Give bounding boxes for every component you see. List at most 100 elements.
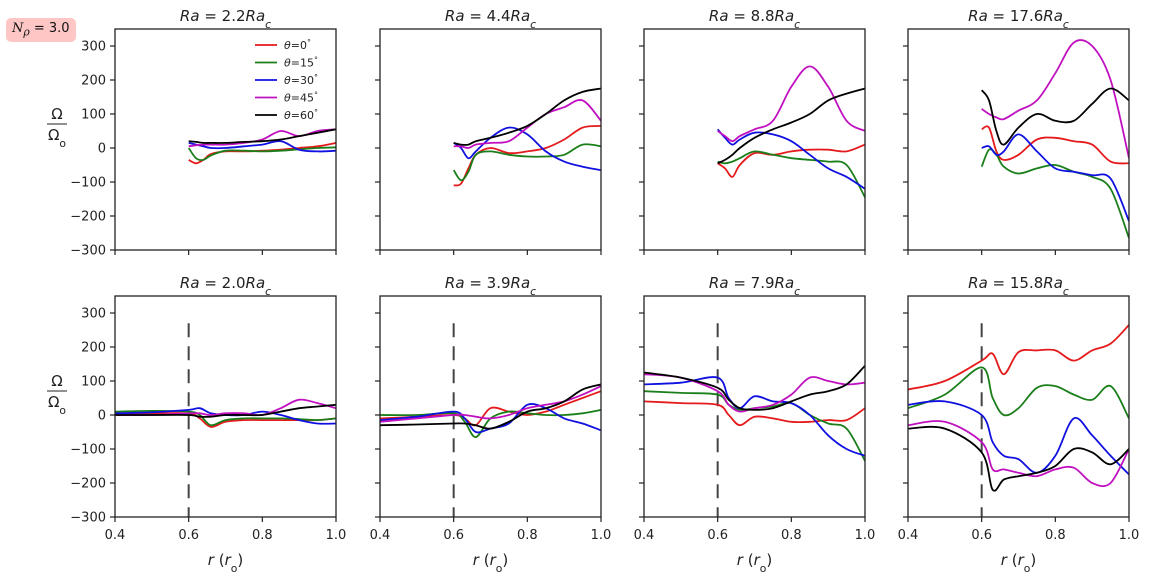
- math-span: = 4.4: [465, 7, 511, 25]
- math-span: Ra: [246, 274, 266, 292]
- math-span: Ra: [1043, 7, 1063, 25]
- math-span: (: [214, 551, 225, 569]
- math-span: Ra: [709, 7, 729, 25]
- y-tick-label: −300: [70, 511, 106, 526]
- x-tick-label: 0.8: [781, 528, 802, 543]
- math-span: ): [1030, 551, 1036, 569]
- legend-value: =60: [291, 109, 314, 122]
- series-line-θ=0°: [908, 325, 1129, 390]
- math-span: Ω: [48, 126, 59, 144]
- math-span: Ra: [180, 7, 200, 25]
- math-span: Ω: [48, 393, 59, 411]
- math-span: c: [265, 285, 271, 298]
- y-tick-label: 0: [98, 409, 106, 424]
- legend-degree: °: [314, 73, 318, 82]
- axes-frame: [908, 29, 1129, 250]
- legend-value: =30: [291, 74, 314, 87]
- math-span: (: [1007, 551, 1018, 569]
- x-tick-label: 0.6: [707, 528, 728, 543]
- x-tick-label: 1.0: [855, 528, 876, 543]
- series-line-θ=15°: [982, 149, 1129, 238]
- math-span: = 7.9: [729, 274, 775, 292]
- x-tick-label: 0.8: [252, 528, 273, 543]
- math-span: c: [794, 285, 800, 298]
- panel-title: Ra = 2.0Rac: [180, 274, 271, 298]
- x-tick-label: 0.4: [370, 528, 391, 543]
- panel-top-2: Ra = 4.4Rac: [375, 7, 601, 255]
- series-line-θ=60°: [380, 384, 601, 428]
- panel-title: Ra = 15.8Rac: [968, 274, 1069, 298]
- x-tick-label: 0.4: [105, 528, 126, 543]
- x-tick-label: 1.0: [1119, 528, 1140, 543]
- y-tick-label: 0: [98, 142, 106, 157]
- math-span: = 15.8: [988, 274, 1044, 292]
- panel-title: Ra = 8.8Rac: [709, 7, 800, 31]
- panel-title: Ra = 17.6Rac: [968, 7, 1069, 31]
- series-line-θ=0°: [644, 401, 865, 425]
- y-tick-label: 300: [81, 40, 106, 55]
- axes-frame: [644, 296, 865, 517]
- series-line-θ=15°: [644, 391, 865, 461]
- math-span: (: [743, 551, 754, 569]
- panel-bottom-1: −300 −200 −100 0 100 200 300 0.4 0.6 0.8 1.0 Ra = 2…: [47, 274, 346, 575]
- panel-top-4: Ra = 17.6Rac: [903, 7, 1129, 255]
- math-span: Ra: [775, 7, 795, 25]
- math-span: Ra: [1043, 274, 1063, 292]
- series-line-θ=30°: [908, 401, 1129, 474]
- panel-bottom-2: 0.4 0.6 0.8 1.0Ra = 3.9Racr (ro): [370, 274, 612, 575]
- y-tick-label: 300: [81, 307, 106, 322]
- math-span: = 17.6: [988, 7, 1044, 25]
- y-tick-label: −200: [70, 210, 106, 225]
- x-axis-label: r (ro): [737, 551, 772, 575]
- math-span: Ra: [511, 7, 531, 25]
- series-line-θ=60°: [982, 88, 1129, 144]
- math-span: c: [794, 18, 800, 31]
- math-span: (: [479, 551, 490, 569]
- legend-value: =15: [291, 57, 314, 70]
- axes-frame: [644, 29, 865, 250]
- x-tick-label: 0.4: [634, 528, 655, 543]
- panel-title: Ra = 2.2Rac: [180, 7, 271, 31]
- math-span: Ra: [511, 274, 531, 292]
- y-label-numerator: Ω: [51, 372, 62, 390]
- y-tick-label: −100: [70, 176, 106, 191]
- math-span: = 8.8: [729, 7, 775, 25]
- math-span: = 2.2: [200, 7, 246, 25]
- x-tick-label: 0.8: [517, 528, 538, 543]
- x-tick-label: 0.4: [898, 528, 919, 543]
- math-span: ): [237, 551, 243, 569]
- math-span: c: [530, 285, 536, 298]
- legend-degree: °: [314, 108, 318, 117]
- math-span: o: [59, 404, 66, 417]
- y-tick-label: 200: [81, 74, 106, 89]
- legend-label: θ=0°: [284, 38, 311, 53]
- math-span: ): [502, 551, 508, 569]
- legend-degree: °: [314, 55, 318, 64]
- legend-degree: °: [307, 38, 311, 47]
- series-line-θ=0°: [718, 145, 865, 177]
- y-tick-label: 100: [81, 108, 106, 123]
- math-span: Ra: [180, 274, 200, 292]
- x-tick-label: 0.8: [1045, 528, 1066, 543]
- series-line-θ=15°: [380, 410, 601, 437]
- series-line-θ=45°: [982, 40, 1129, 158]
- x-axis-label: r (ro): [1001, 551, 1036, 575]
- series-line-θ=15°: [454, 144, 601, 180]
- legend-degree: °: [314, 90, 318, 99]
- math-span: Ra: [445, 7, 465, 25]
- legend-value: =0: [291, 39, 307, 52]
- x-tick-label: 1.0: [591, 528, 612, 543]
- y-label-numerator: Ω: [51, 105, 62, 123]
- x-axis-label: r (ro): [473, 551, 508, 575]
- math-span: = 2.0: [200, 274, 246, 292]
- legend-label: θ=30°: [284, 73, 318, 88]
- legend-label: θ=15°: [284, 55, 318, 70]
- x-tick-label: 0.6: [971, 528, 992, 543]
- y-tick-label: −100: [70, 443, 106, 458]
- x-tick-label: 0.6: [443, 528, 464, 543]
- legend-value: =45: [291, 92, 314, 105]
- math-span: = 3.9: [465, 274, 511, 292]
- math-span: Ra: [775, 274, 795, 292]
